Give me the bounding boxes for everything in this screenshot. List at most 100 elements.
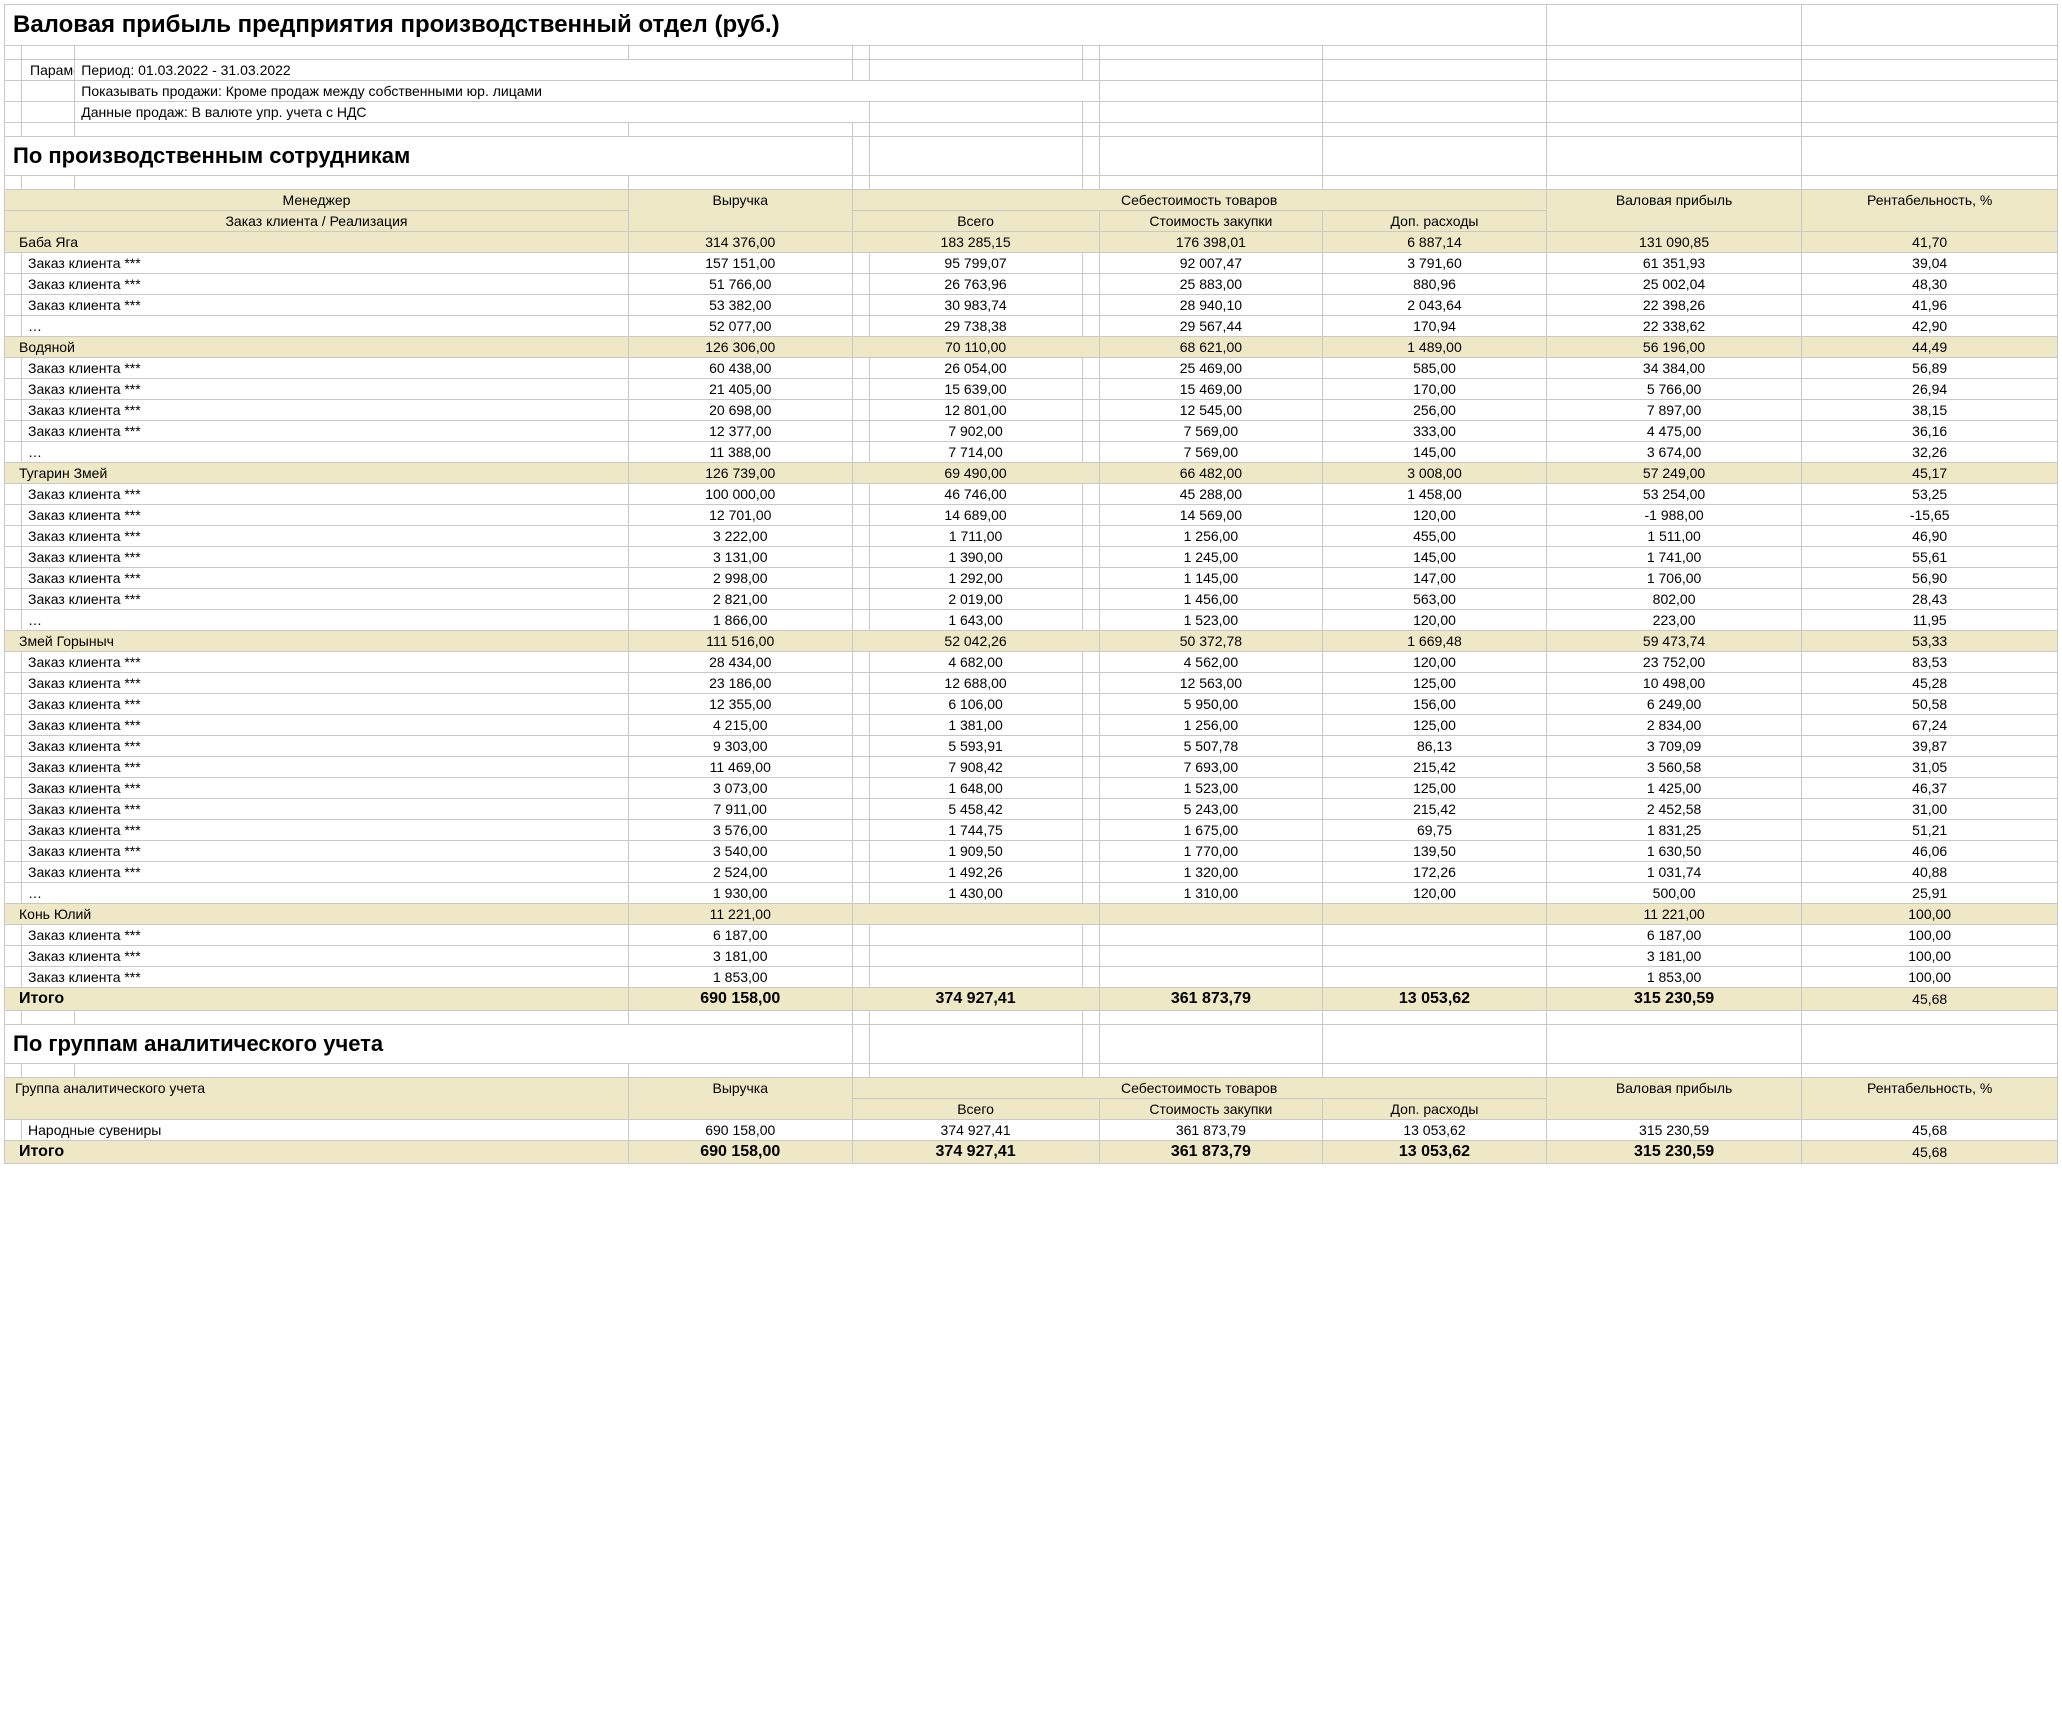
mgr-rev: 314 376,00	[628, 232, 852, 253]
section1-header-row1: Менеджер Выручка Себестоимость товаров В…	[5, 190, 2058, 211]
order-row: Заказ клиента ***11 469,007 908,427 693,…	[5, 757, 2058, 778]
order-rev: 3 131,00	[628, 547, 852, 568]
param-sales-filter: Показывать продажи: Кроме продаж между с…	[75, 81, 1099, 102]
report-table: Валовая прибыль предприятия производстве…	[4, 4, 2058, 1164]
order-purch: 1 245,00	[1099, 547, 1323, 568]
order-extra: 147,00	[1323, 568, 1547, 589]
order-rev: 1 930,00	[628, 883, 852, 904]
order-name: Заказ клиента ***	[22, 799, 629, 820]
order-rev: 4 215,00	[628, 715, 852, 736]
order-row: Заказ клиента ***12 701,0014 689,0014 56…	[5, 505, 2058, 526]
order-row: Заказ клиента ***3 073,00 1 648,00 1 523,0…	[5, 778, 2058, 799]
hdr-profit-pct: Рентабельность, %	[1802, 190, 2058, 232]
order-rev: 12 701,00	[628, 505, 852, 526]
hdr2-cost-group: Себестоимость товаров	[852, 1078, 1546, 1099]
order-name: Заказ клиента ***	[22, 736, 629, 757]
order-cost: 5 458,42	[869, 799, 1082, 820]
order-rev: 6 187,00	[628, 925, 852, 946]
order-name: Заказ клиента ***	[22, 841, 629, 862]
order-row: …11 388,007 714,007 569,00145,003 674,00…	[5, 442, 2058, 463]
order-rev: 12 377,00	[628, 421, 852, 442]
mgr-purch: 176 398,01	[1099, 232, 1323, 253]
order-purch	[1099, 925, 1323, 946]
order-name: Заказ клиента ***	[22, 694, 629, 715]
order-purch: 15 469,00	[1099, 379, 1323, 400]
order-gross: 3 560,58	[1546, 757, 1802, 778]
order-extra: 145,00	[1323, 547, 1547, 568]
order-name: Заказ клиента ***	[22, 778, 629, 799]
order-cost: 15 639,00	[869, 379, 1082, 400]
order-pct: 28,43	[1802, 589, 2058, 610]
order-row: Заказ клиента ***9 303,005 593,915 507,7…	[5, 736, 2058, 757]
order-purch: 28 940,10	[1099, 295, 1323, 316]
order-cost: 46 746,00	[869, 484, 1082, 505]
order-row: …52 077,0029 738,3829 567,44170,9422 338…	[5, 316, 2058, 337]
order-name: Заказ клиента ***	[22, 946, 629, 967]
order-purch: 92 007,47	[1099, 253, 1323, 274]
order-gross: 3 674,00	[1546, 442, 1802, 463]
order-extra	[1323, 925, 1547, 946]
order-gross: 34 384,00	[1546, 358, 1802, 379]
order-cost: 26 054,00	[869, 358, 1082, 379]
order-name: …	[22, 316, 629, 337]
order-purch: 1 310,00	[1099, 883, 1323, 904]
hdr-cost-total: Всего	[852, 211, 1099, 232]
mgr-rev: 126 306,00	[628, 337, 852, 358]
order-gross: 2 834,00	[1546, 715, 1802, 736]
order-row: …1 866,001 643,001 523,00120,00223,0011,…	[5, 610, 2058, 631]
hdr2-group: Группа аналитического учета	[5, 1078, 629, 1120]
hdr-cost-group: Себестоимость товаров	[852, 190, 1546, 211]
order-row: Заказ клиента ***1 853,001 853,00100,00	[5, 967, 2058, 988]
order-purch	[1099, 946, 1323, 967]
order-gross: 1 031,74	[1546, 862, 1802, 883]
order-extra: 2 043,64	[1323, 295, 1547, 316]
order-name: Заказ клиента ***	[22, 967, 629, 988]
order-pct: 42,90	[1802, 316, 2058, 337]
order-purch: 1 523,00	[1099, 778, 1323, 799]
order-extra: 86,13	[1323, 736, 1547, 757]
order-row: Заказ клиента ***2 998,001 292,001 145,0…	[5, 568, 2058, 589]
order-extra: 120,00	[1323, 505, 1547, 526]
order-cost: 1 744,75	[869, 820, 1082, 841]
order-extra: 139,50	[1323, 841, 1547, 862]
order-cost: 1 648,00	[869, 778, 1082, 799]
section2-total-purch: 361 873,79	[1099, 1141, 1323, 1164]
order-purch: 1 320,00	[1099, 862, 1323, 883]
order-pct: 51,21	[1802, 820, 2058, 841]
order-cost: 95 799,07	[869, 253, 1082, 274]
order-purch: 1 145,00	[1099, 568, 1323, 589]
order-purch: 25 883,00	[1099, 274, 1323, 295]
mgr-extra: 3 008,00	[1323, 463, 1547, 484]
order-gross: 10 498,00	[1546, 673, 1802, 694]
order-row: Заказ клиента ***12 377,007 902,007 569,…	[5, 421, 2058, 442]
order-rev: 3 073,00	[628, 778, 852, 799]
order-purch: 45 288,00	[1099, 484, 1323, 505]
mgr-purch	[1099, 904, 1323, 925]
order-cost: 14 689,00	[869, 505, 1082, 526]
order-pct: 46,90	[1802, 526, 2058, 547]
hdr-revenue: Выручка	[628, 190, 852, 232]
order-name: Заказ клиента ***	[22, 421, 629, 442]
order-pct: 31,05	[1802, 757, 2058, 778]
order-gross: 7 897,00	[1546, 400, 1802, 421]
order-row: Заказ клиента ***28 434,004 682,004 562,…	[5, 652, 2058, 673]
param-row-filter: Показывать продажи: Кроме продаж между с…	[5, 81, 2058, 102]
order-pct: 67,24	[1802, 715, 2058, 736]
order-name: Заказ клиента ***	[22, 820, 629, 841]
manager-row: Водяной126 306,0070 110,0068 621,001 489…	[5, 337, 2058, 358]
order-extra: 69,75	[1323, 820, 1547, 841]
order-gross: 1 425,00	[1546, 778, 1802, 799]
order-gross: 23 752,00	[1546, 652, 1802, 673]
section2-total-rev: 690 158,00	[628, 1141, 852, 1164]
order-purch: 29 567,44	[1099, 316, 1323, 337]
order-gross: 53 254,00	[1546, 484, 1802, 505]
order-extra: 333,00	[1323, 421, 1547, 442]
order-pct: 41,96	[1802, 295, 2058, 316]
order-name: …	[22, 442, 629, 463]
order-gross: 25 002,04	[1546, 274, 1802, 295]
mgr-rev: 126 739,00	[628, 463, 852, 484]
order-rev: 23 186,00	[628, 673, 852, 694]
order-name: Заказ клиента ***	[22, 568, 629, 589]
order-name: Заказ клиента ***	[22, 862, 629, 883]
order-gross: 500,00	[1546, 883, 1802, 904]
